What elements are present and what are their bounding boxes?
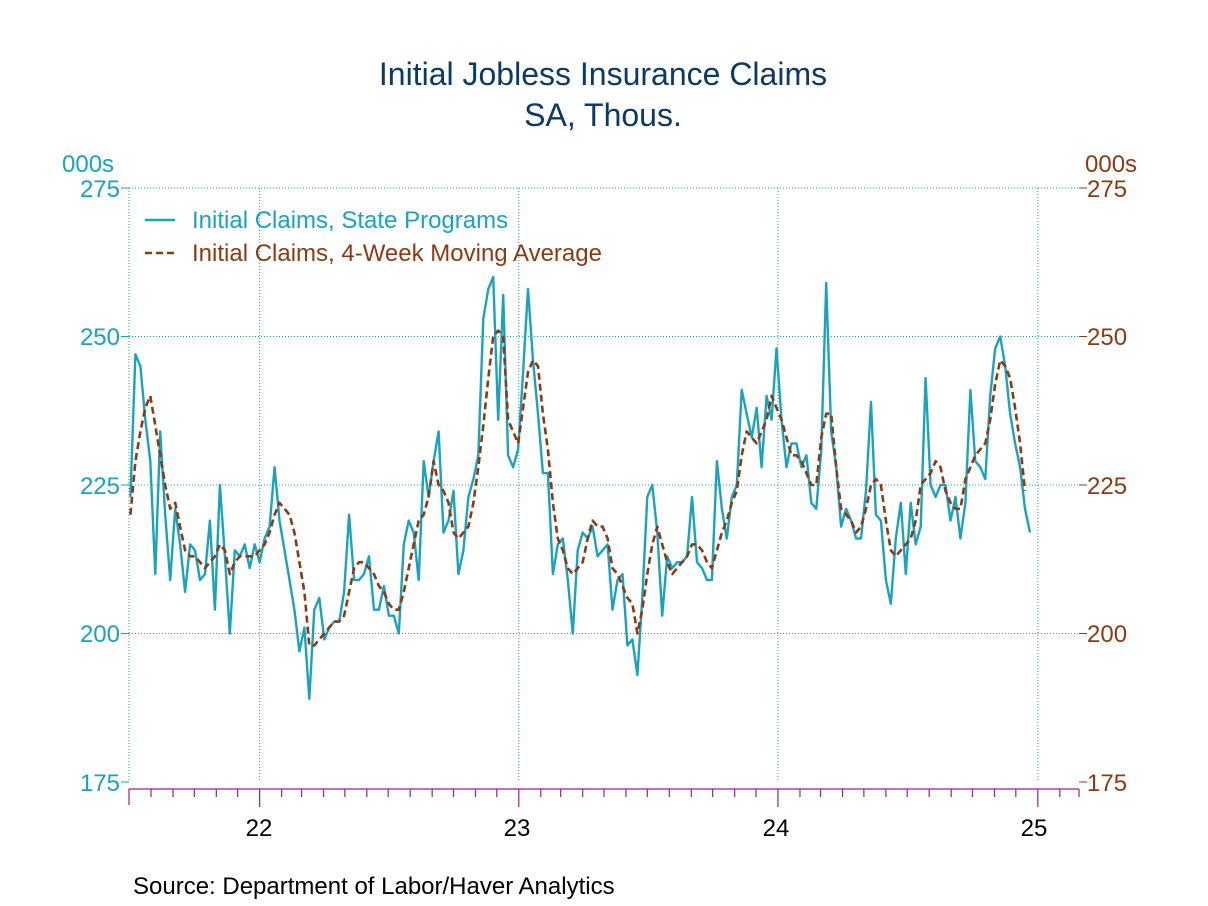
x-tick-label-22: 22 [246, 815, 273, 842]
y-tick-right-200: 200 [1087, 621, 1127, 648]
y-tick-right-250: 250 [1087, 324, 1127, 351]
y-tick-left-200: 200 [80, 621, 120, 648]
grid [121, 187, 1087, 783]
legend-label-state-programs: Initial Claims, State Programs [192, 207, 508, 234]
y-unit-right: 000s [1085, 151, 1137, 178]
y-tick-right-275: 275 [1087, 176, 1127, 203]
axes [128, 788, 1080, 807]
chart-subtitle: SA, Thous. [524, 97, 682, 133]
x-tick-label-24: 24 [763, 815, 790, 842]
y-tick-left-225: 225 [80, 473, 120, 500]
y-tick-right-175: 175 [1087, 770, 1127, 797]
y-tick-left-175: 175 [80, 770, 120, 797]
legend: Initial Claims, State Programs Initial C… [145, 207, 602, 267]
y-unit-left: 000s [62, 151, 114, 178]
series-line-4-week-moving-average [129, 329, 1027, 647]
series-line-state-programs [129, 275, 1032, 700]
source-note: Source: Department of Labor/Haver Analyt… [133, 873, 615, 900]
chart-title: Initial Jobless Insurance Claims [379, 56, 827, 92]
x-tick-label-23: 23 [504, 815, 531, 842]
y-tick-left-275: 275 [80, 176, 120, 203]
x-tick-label-25: 25 [1021, 815, 1048, 842]
y-tick-left-250: 250 [80, 324, 120, 351]
legend-label-moving-average: Initial Claims, 4-Week Moving Average [192, 240, 602, 267]
y-tick-right-225: 225 [1087, 473, 1127, 500]
